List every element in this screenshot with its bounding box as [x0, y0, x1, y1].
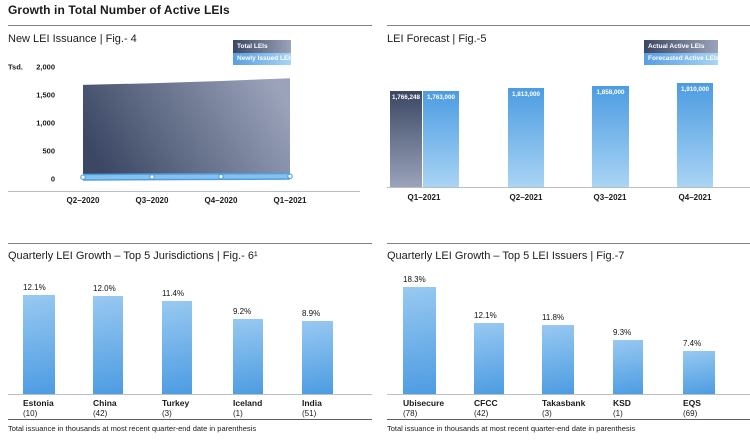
legend-forecasted-active-leis: Forecasted Active LEIs [644, 52, 719, 65]
category-name: Ubisecure [403, 398, 445, 408]
fig5-chart: 1,766,248 1,763,000 1,813,000 1,858,000 1,91… [387, 80, 750, 210]
legend-newly-issued-leis: Newly Issued LEIs [233, 52, 294, 65]
footnote-right: Total issuance in thousands at most rece… [387, 424, 636, 433]
bar-percent-label: 12.0% [93, 284, 116, 293]
y-tick-label: 0 [51, 175, 55, 184]
fig4-chart: Tsd. 2,000 1,500 1,000 500 0 Q2–2020 Q3–2020 Q4… [8, 60, 364, 220]
footnote-left: Total issuance in thousands at most rece… [8, 424, 257, 433]
divider-footer-left [8, 419, 372, 420]
growth-bar [302, 321, 333, 394]
x-axis-label: Q3–2021 [593, 193, 627, 202]
bar-percent-label: 8.9% [302, 309, 321, 318]
fig5-title: LEI Forecast | Fig.-5 [387, 33, 487, 45]
fig6-chart: 12.1% 12.0% 11.4% 9.2% 8.9% Estonia (10) China… [8, 260, 372, 422]
y-axis-unit: Tsd. [8, 63, 23, 72]
divider-mid-left [8, 243, 372, 244]
divider-top-right [387, 25, 750, 26]
total-leis-area [83, 78, 290, 179]
category-name: Estonia [23, 398, 54, 408]
forecast-bar: 1,763,000 [423, 91, 459, 187]
x-axis-label: Q1–2021 [407, 193, 441, 202]
x-axis-label: Q2–2021 [509, 193, 543, 202]
category-count: (1) [613, 409, 623, 418]
category-count: (1) [233, 409, 243, 418]
category-count: (69) [683, 409, 698, 418]
data-point-marker [287, 173, 293, 180]
bar-value-label: 1,813,000 [511, 91, 540, 98]
bar-percent-label: 9.2% [233, 307, 252, 316]
fig7-chart: 18.3% 12.1% 11.8% 9.3% 7.4% Ubisecure (78) CFC… [387, 260, 750, 422]
category-count: (78) [403, 409, 418, 418]
category-name: KSD [613, 398, 631, 408]
bar-percent-label: 12.1% [23, 283, 46, 292]
growth-bar [542, 325, 574, 394]
y-tick-label: 500 [42, 147, 55, 156]
data-point-marker [149, 174, 155, 180]
fig7-plot-area: 18.3% 12.1% 11.8% 9.3% 7.4% [387, 260, 750, 395]
growth-bar [93, 296, 123, 394]
forecast-bar: 1,858,000 [592, 86, 629, 187]
x-axis-label: Q4–2020 [204, 196, 238, 205]
data-point-marker [80, 174, 86, 180]
growth-bar [613, 340, 643, 394]
x-axis-label: Q4–2021 [678, 193, 712, 202]
category-count: (3) [162, 409, 172, 418]
fig6-title: Quarterly LEI Growth – Top 5 Jurisdictio… [8, 250, 258, 262]
x-axis-label: Q3–2020 [135, 196, 169, 205]
y-tick-label: 1,500 [36, 91, 55, 100]
category-count: (3) [542, 409, 552, 418]
divider-mid-right [387, 243, 750, 244]
fig4-legend: Total LEIs Newly Issued LEIs [233, 40, 294, 65]
x-axis-label: Q1–2021 [273, 196, 307, 205]
legend-total-leis: Total LEIs [233, 40, 291, 53]
category-name: Takasbank [542, 398, 586, 408]
lei-issuance-area-chart: Tsd. 2,000 1,500 1,000 500 0 [8, 63, 360, 192]
growth-bar [683, 351, 715, 394]
category-name: India [302, 398, 322, 408]
fig7-title: Quarterly LEI Growth – Top 5 LEI Issuers… [387, 250, 625, 262]
bar-value-label: 1,858,000 [596, 89, 625, 96]
bar-percent-label: 11.4% [162, 289, 185, 298]
fig5-plot-area: 1,766,248 1,763,000 1,813,000 1,858,000 1,91… [387, 80, 750, 188]
bar-percent-label: 12.1% [474, 311, 497, 320]
category-name: EQS [683, 398, 701, 408]
category-name: Iceland [233, 398, 263, 408]
bar-percent-label: 7.4% [683, 339, 702, 348]
bar-percent-label: 9.3% [613, 328, 632, 337]
page-title: Growth in Total Number of Active LEIs [8, 3, 230, 17]
data-point-marker [218, 173, 224, 180]
divider-top-left [8, 25, 372, 26]
growth-bar [403, 287, 436, 394]
y-tick-label: 1,000 [36, 119, 55, 128]
legend-actual-active-leis: Actual Active LEIs [644, 40, 718, 53]
category-count: (10) [23, 409, 38, 418]
divider-footer-right [387, 419, 750, 420]
category-count: (51) [302, 409, 317, 418]
fig6-plot-area: 12.1% 12.0% 11.4% 9.2% 8.9% [8, 260, 372, 395]
forecast-bar: 1,910,000 [677, 83, 713, 187]
y-tick-label: 2,000 [36, 63, 55, 72]
bar-percent-label: 18.3% [403, 275, 426, 284]
bar-value-label: 1,910,000 [680, 86, 709, 93]
bar-value-label: 1,766,248 [391, 94, 420, 101]
category-count: (42) [474, 409, 489, 418]
fig4-title: New LEI Issuance | Fig.- 4 [8, 33, 137, 45]
category-name: Turkey [162, 398, 190, 408]
forecast-bar: 1,813,000 [508, 88, 544, 187]
x-axis-label: Q2–2020 [66, 196, 100, 205]
growth-bar [162, 301, 192, 394]
growth-bar [474, 323, 504, 394]
fig5-legend: Actual Active LEIs Forecasted Active LEI… [644, 40, 719, 65]
bar-value-label: 1,763,000 [426, 94, 455, 101]
newly-issued-band-fill [82, 174, 291, 180]
forecast-bar: 1,766,248 [390, 91, 422, 187]
category-count: (42) [93, 409, 108, 418]
growth-bar [23, 295, 55, 394]
category-name: CFCC [474, 398, 498, 408]
bar-percent-label: 11.8% [542, 313, 565, 322]
category-name: China [93, 398, 117, 408]
growth-bar [233, 319, 263, 394]
